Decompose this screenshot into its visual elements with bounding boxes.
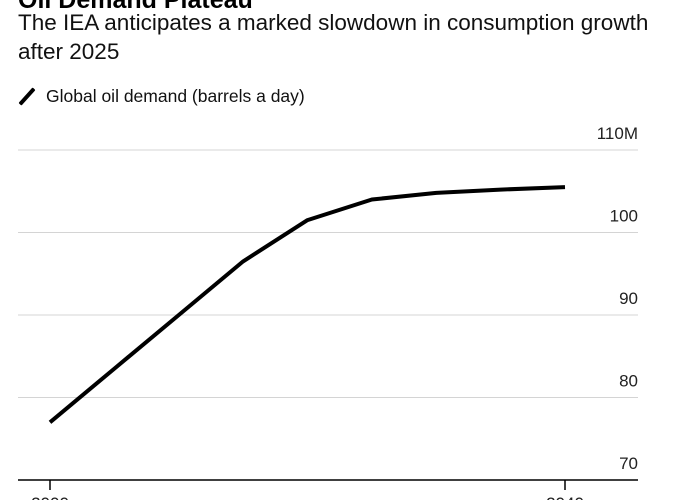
y-tick-label: 110M (597, 124, 638, 143)
y-tick-label: 80 (619, 372, 638, 391)
legend-label: Global oil demand (barrels a day) (46, 85, 305, 106)
x-tick-label: 2040 (546, 494, 584, 500)
y-tick-label: 100 (610, 207, 638, 226)
y-tick-label: 90 (619, 289, 638, 308)
x-tick-label: 2000 (31, 494, 69, 500)
y-tick-label: 70 (619, 454, 638, 473)
chart-title: Oil Demand Plateau (18, 0, 253, 14)
chart-subtitle: The IEA anticipates a marked slowdown in… (18, 10, 649, 64)
series-line (48, 185, 566, 424)
legend: Global oil demand (barrels a day) (18, 84, 305, 108)
